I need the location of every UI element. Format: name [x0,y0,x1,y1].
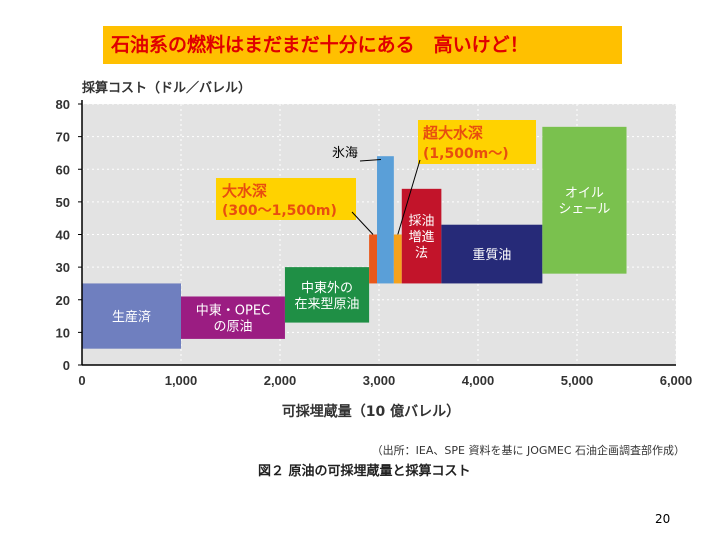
bar-label-oil-shale: オイル [565,186,604,201]
bar-label-middle-east-opec: 中東・OPEC [196,303,270,319]
y-tick-label: 40 [56,228,70,243]
page-number: 20 [655,512,671,526]
bar-heavy-oil [441,224,543,284]
bar-non-middle-east [284,267,370,323]
leader-ultra-deep-water [397,159,421,235]
annotation-box-ultra-deep-water [418,120,536,164]
x-tick-label: 3,000 [363,373,396,388]
y-tick-label: 30 [56,260,70,275]
leader-arctic [359,158,382,162]
x-tick-label: 6,000 [660,373,693,388]
bar-label-enhanced-recovery: 増進 [409,230,435,245]
bar-oil-shale [542,126,627,274]
bar-produced [82,283,181,349]
bar-arctic [377,156,394,284]
bar-label-non-middle-east: 在来型原油 [295,297,360,312]
x-tick-label: 4,000 [462,373,495,388]
bar-enhanced-recovery [401,188,442,284]
bar-label-oil-shale: シェール [558,202,610,217]
y-tick-label: 50 [56,195,70,210]
y-tick-label: 70 [56,130,70,145]
annotation-ultra-deep-water: (1,500m〜) [423,146,509,162]
x-tick-label: 2,000 [264,373,297,388]
annotation-arctic: 氷海 [332,146,358,161]
y-tick-label: 20 [56,293,70,308]
bar-middle-east-opec [181,296,285,339]
source-note: （出所：IEA、SPE 資料を基に JOGMEC 石油企画調査部作成） [372,443,685,457]
annotation-box-deep-water [216,178,356,220]
bar-label-enhanced-recovery: 法 [415,246,428,261]
bar-ultra-deep-water [393,234,402,284]
bar-label-middle-east-opec: の原油 [213,320,252,335]
bar-deep-water [369,234,378,284]
x-tick-label: 1,000 [165,373,198,388]
y-tick-label: 80 [56,97,70,112]
y-tick-label: 10 [56,325,70,340]
leader-deep-water [351,211,374,235]
bar-label-heavy-oil: 重質油 [472,247,511,263]
annotation-deep-water: (300〜1,500m) [222,203,337,219]
slide-banner: 石油系の燃料はまだまだ十分にある 高いけど！ [103,26,622,64]
bar-label-enhanced-recovery: 採油 [409,214,435,229]
x-tick-label: 0 [78,373,85,388]
y-axis-title: 採算コスト（ドル／バレル） [82,80,251,96]
annotation-ultra-deep-water: 超大水深 [422,124,483,142]
y-tick-label: 0 [63,358,70,373]
x-axis-title: 可採埋蔵量（10 億バレル） [282,403,460,420]
y-tick-label: 60 [56,162,70,177]
figure-caption: 図２ 原油の可採埋蔵量と採算コスト [258,463,471,479]
x-tick-label: 5,000 [561,373,594,388]
bar-label-non-middle-east: 中東外の [301,280,353,296]
bar-label-produced: 生産済 [112,309,151,325]
annotation-deep-water: 大水深 [222,182,267,200]
